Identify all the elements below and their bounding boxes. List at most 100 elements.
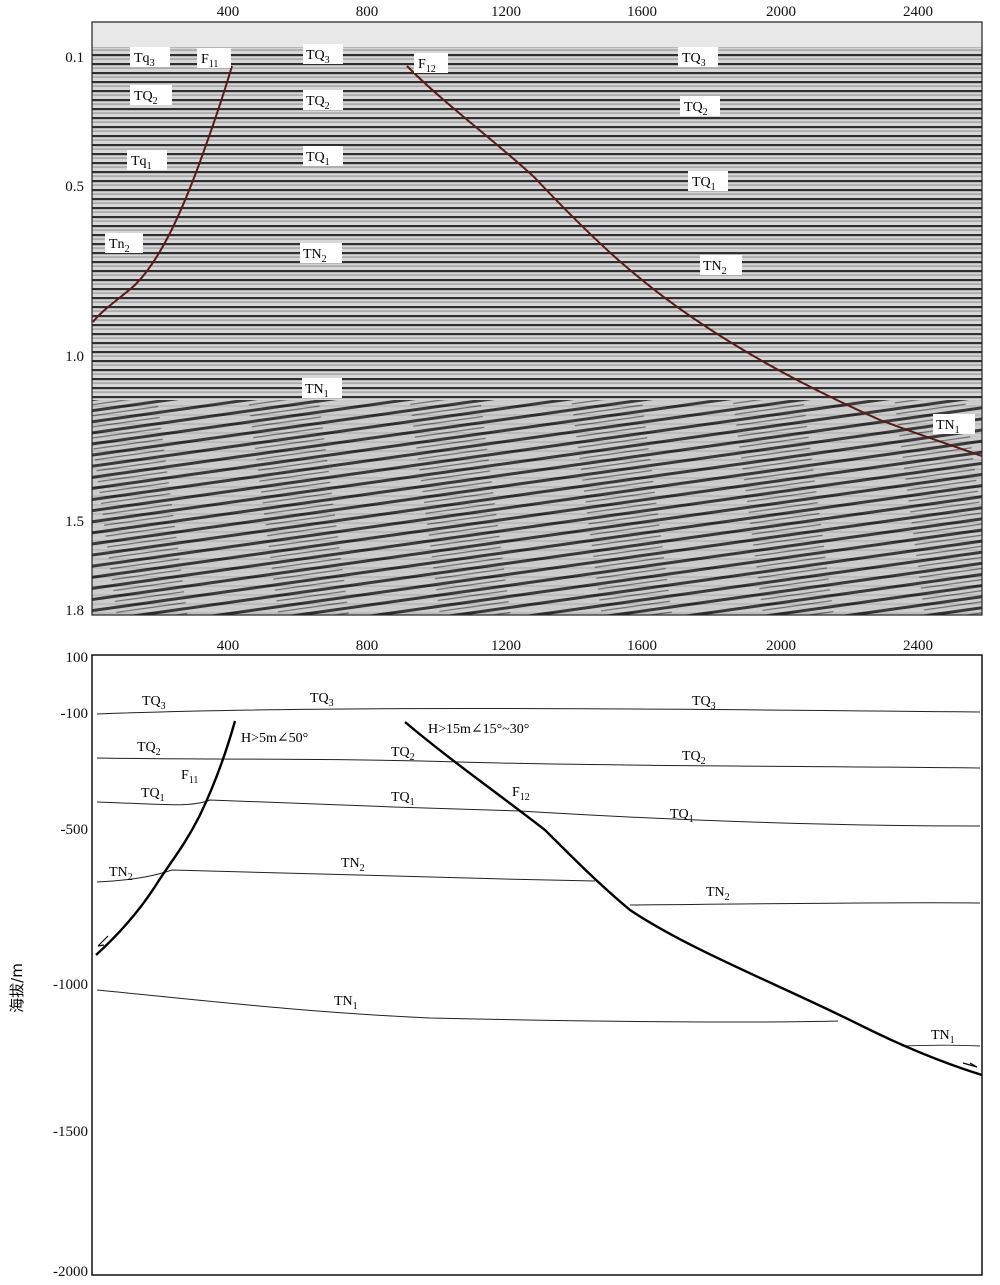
svg-text:Tn2: Tn2 (109, 237, 130, 255)
seismic-label: TQ1 (303, 146, 343, 168)
svg-text:TN2: TN2 (703, 259, 727, 277)
interp-y-tick: -1000 (53, 977, 88, 993)
seismic-label: F12 (414, 53, 448, 75)
seismic-label: TQ2 (130, 85, 172, 107)
svg-text:TN1: TN1 (305, 382, 329, 400)
svg-text:TQ1: TQ1 (692, 175, 716, 193)
interp-label: TQ1 (670, 807, 694, 825)
horizon-tn2-line (96, 869, 596, 883)
interp-label: TQ1 (391, 790, 415, 808)
seismic-label: F11 (197, 48, 231, 70)
seismic-label: TN1 (302, 378, 342, 400)
interp-label: TN2 (706, 885, 730, 903)
interp-x-ticks: 400 800 1200 1600 2000 2400 (217, 638, 933, 654)
interp-label: TQ3 (692, 694, 716, 712)
seismic-label: Tn2 (105, 233, 143, 255)
seismic-x-tick: 800 (356, 4, 379, 20)
interp-x-tick: 2400 (903, 638, 933, 654)
seismic-y-ticks: 0.1 0.5 1.0 1.5 1.8 (65, 50, 84, 619)
seismic-labels: Tq3 F11 TQ3 F12 TQ3 TQ2 (105, 44, 975, 436)
horizon-tq2-line (96, 757, 981, 769)
interp-label: TQ2 (682, 749, 706, 767)
svg-text:TQ2: TQ2 (684, 100, 708, 118)
seismic-label: Tq3 (130, 47, 170, 69)
interp-y-ticks: 100 -100 -500 -1000 -1500 -2000 (53, 650, 88, 1280)
seismic-y-tick: 1.0 (65, 349, 84, 365)
seismic-x-tick: 2000 (766, 4, 796, 20)
interp-label: TN1 (334, 994, 358, 1012)
seismic-x-ticks: 400 800 1200 1600 2000 2400 (217, 4, 933, 20)
seismic-x-tick: 1200 (491, 4, 521, 20)
interp-x-tick: 1600 (627, 638, 657, 654)
horizon-tn1-line (96, 989, 839, 1023)
seismic-label: TQ3 (303, 44, 343, 66)
svg-text:TN2: TN2 (303, 247, 327, 265)
interp-x-tick: 2000 (766, 638, 796, 654)
horizon-tn1-east-line (901, 1044, 981, 1047)
interp-faults (95, 720, 983, 1077)
fault-annotation-f12: H>15m∠15°~30° (428, 722, 529, 737)
seismic-label: TN1 (933, 414, 975, 436)
seismic-y-tick: 0.5 (65, 179, 84, 195)
interp-y-tick: 100 (66, 650, 89, 666)
fault-annotations: H>5m∠50° H>15m∠15°~30° (241, 722, 529, 746)
interp-label: TN2 (109, 865, 133, 883)
svg-text:F11: F11 (201, 52, 218, 70)
interp-label: TQ2 (391, 745, 415, 763)
arrow-icon (962, 1062, 978, 1068)
seismic-fault-f11 (92, 65, 233, 323)
interp-label: F12 (512, 785, 530, 803)
interp-label: TQ1 (141, 786, 165, 804)
interp-x-tick: 400 (217, 638, 240, 654)
interp-x-tick: 1200 (491, 638, 521, 654)
seismic-label: Tq1 (127, 150, 167, 172)
interp-fault-f11 (95, 720, 237, 956)
svg-text:TQ1: TQ1 (306, 150, 330, 168)
interp-y-tick: -100 (61, 706, 89, 722)
seismic-label: TQ3 (678, 47, 718, 69)
seismic-fault-f12 (406, 65, 983, 457)
seismic-y-tick: 1.5 (65, 514, 84, 530)
svg-text:TQ3: TQ3 (306, 48, 330, 66)
horizon-tq1-line (96, 799, 981, 827)
seismic-label: TN2 (700, 255, 742, 277)
seismic-x-tick: 400 (217, 4, 240, 20)
seismic-label: TQ2 (303, 90, 343, 112)
interp-y-axis-label: 海拔/m (8, 963, 26, 1013)
svg-text:TQ3: TQ3 (682, 51, 706, 69)
seismic-faults (92, 65, 983, 457)
seismic-y-tick: 1.8 (65, 603, 84, 619)
interp-labels: TQ3 TQ3 TQ3 TQ2 TQ2 TQ2 F11 F12 TQ1 TQ1 … (109, 691, 955, 1046)
arrow-icon (97, 935, 109, 947)
horizon-tq3-line (96, 708, 981, 715)
interp-label: F11 (181, 768, 198, 786)
interp-x-tick: 800 (356, 638, 379, 654)
seismic-label: TN2 (300, 243, 342, 265)
interp-y-tick: -1500 (53, 1124, 88, 1140)
interp-label: TQ3 (310, 691, 334, 709)
interp-label: TN1 (931, 1028, 955, 1046)
svg-text:TQ2: TQ2 (306, 94, 330, 112)
interpretation-panel: 400 800 1200 1600 2000 2400 100 -100 -50… (8, 638, 983, 1280)
svg-text:TQ2: TQ2 (134, 89, 158, 107)
horizon-tn2-east-line (629, 902, 981, 906)
svg-text:TN1: TN1 (936, 418, 960, 436)
svg-text:Tq1: Tq1 (131, 154, 152, 172)
seismic-x-tick: 2400 (903, 4, 933, 20)
interp-horizons (96, 708, 981, 1047)
interp-fault-f12 (404, 721, 983, 1077)
seismic-label: TQ1 (688, 171, 728, 193)
seismic-x-tick: 1600 (627, 4, 657, 20)
interp-label: TQ3 (142, 694, 166, 712)
fault-annotation-f11: H>5m∠50° (241, 731, 308, 746)
seismic-label: TQ2 (680, 96, 720, 118)
svg-text:Tq3: Tq3 (134, 51, 155, 69)
seismic-y-tick: 0.1 (65, 50, 84, 66)
seismic-panel: 400 800 1200 1600 2000 2400 0.1 0.5 1.0 … (65, 4, 983, 619)
interp-label: TN2 (341, 856, 365, 874)
interp-y-tick: -500 (61, 822, 89, 838)
interp-label: TQ2 (137, 740, 161, 758)
interp-y-tick: -2000 (53, 1264, 88, 1280)
svg-text:F12: F12 (418, 57, 436, 75)
